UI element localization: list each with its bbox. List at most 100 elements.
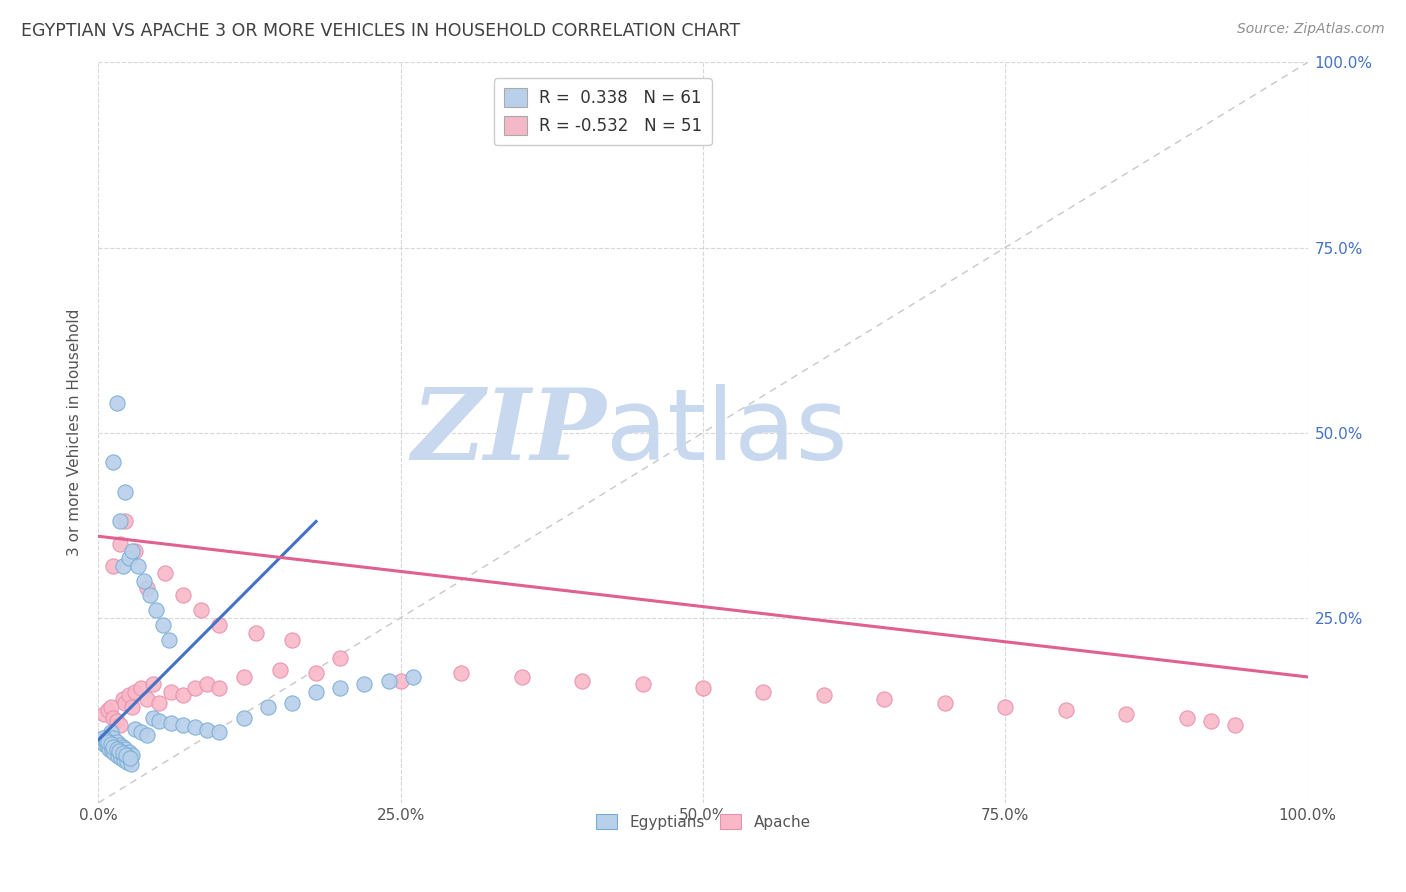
Point (571, 673, 593, 688)
Point (100, 725, 122, 739)
Point (873, 692, 896, 706)
Point (135, 692, 157, 706)
Point (108, 515, 131, 529)
Point (402, 670, 425, 684)
Point (256, 699, 278, 714)
Point (115, 748, 138, 763)
Point (329, 651, 352, 665)
Point (108, 738, 131, 752)
Point (93, 737, 115, 751)
Point (157, 632, 180, 647)
Point (232, 670, 254, 684)
Point (208, 618, 231, 632)
Point (94, 732, 117, 747)
Point (232, 711, 254, 725)
Point (353, 677, 375, 691)
Point (97, 735, 120, 749)
Point (142, 711, 165, 725)
Point (1175, 711, 1198, 725)
Point (105, 741, 128, 756)
Point (108, 718, 131, 732)
Point (389, 673, 412, 688)
Point (114, 742, 136, 756)
Point (142, 677, 165, 691)
Point (124, 685, 146, 699)
Point (135, 728, 157, 742)
Point (97, 703, 120, 717)
Point (1054, 703, 1077, 717)
Point (91, 731, 114, 745)
Point (184, 720, 207, 734)
Point (281, 696, 304, 710)
Point (190, 603, 212, 617)
Point (195, 677, 218, 691)
Point (100, 744, 122, 758)
Text: EGYPTIAN VS APACHE 3 OR MORE VEHICLES IN HOUSEHOLD CORRELATION CHART: EGYPTIAN VS APACHE 3 OR MORE VEHICLES IN… (21, 22, 740, 40)
Point (172, 689, 194, 703)
Text: Source: ZipAtlas.com: Source: ZipAtlas.com (1237, 22, 1385, 37)
Point (105, 735, 128, 749)
Point (103, 746, 125, 760)
Point (101, 731, 124, 745)
Point (100, 737, 122, 751)
Point (111, 746, 134, 760)
Point (93, 732, 115, 747)
Point (934, 696, 956, 710)
Point (111, 740, 134, 755)
Point (752, 685, 775, 699)
Point (153, 566, 176, 581)
Point (135, 581, 157, 595)
Point (114, 484, 136, 499)
Point (97, 729, 120, 743)
Legend: Egyptians, Apache: Egyptians, Apache (589, 807, 817, 836)
Point (110, 751, 132, 765)
Point (108, 536, 131, 550)
Point (245, 625, 267, 640)
Point (377, 673, 399, 688)
Point (111, 558, 134, 573)
Point (1115, 706, 1137, 721)
Point (100, 699, 122, 714)
Point (121, 544, 143, 558)
Point (148, 696, 170, 710)
Point (118, 746, 141, 760)
Point (114, 515, 136, 529)
Point (281, 632, 304, 647)
Point (118, 551, 141, 566)
Point (107, 749, 129, 764)
Point (145, 603, 167, 617)
Point (160, 715, 183, 730)
Point (117, 755, 139, 769)
Point (118, 689, 141, 703)
Point (111, 692, 134, 706)
Point (208, 681, 231, 695)
Y-axis label: 3 or more Vehicles in Household: 3 or more Vehicles in Household (67, 309, 83, 557)
Point (134, 574, 156, 588)
Text: ZIP: ZIP (412, 384, 606, 481)
Point (269, 663, 291, 677)
Point (108, 744, 131, 758)
Point (184, 681, 207, 695)
Point (121, 699, 143, 714)
Point (195, 723, 218, 738)
Point (450, 666, 472, 681)
Point (96, 739, 118, 753)
Point (1223, 718, 1246, 732)
Point (101, 711, 124, 725)
Point (172, 589, 194, 603)
Point (208, 725, 231, 739)
Point (152, 618, 174, 632)
Point (101, 739, 124, 754)
Point (101, 558, 124, 573)
Point (114, 696, 136, 710)
Point (112, 753, 135, 767)
Point (124, 722, 146, 736)
Point (148, 714, 170, 729)
Point (305, 685, 328, 699)
Point (305, 666, 328, 681)
Point (105, 714, 128, 729)
Point (994, 699, 1017, 714)
Point (172, 718, 194, 732)
Point (124, 544, 146, 558)
Point (121, 747, 143, 762)
